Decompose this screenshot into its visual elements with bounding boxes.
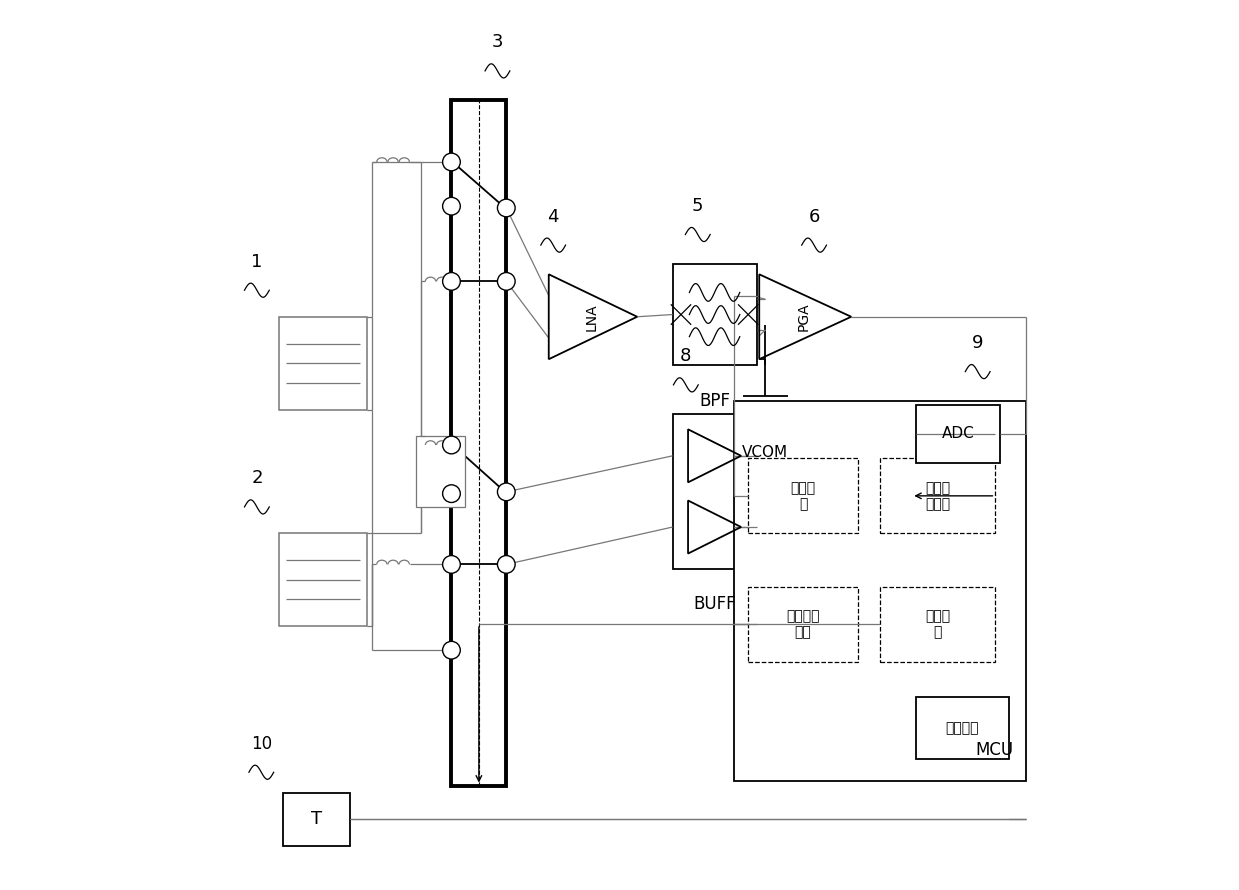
Circle shape (442, 642, 461, 659)
Bar (673, 414, 757, 569)
Bar (673, 263, 757, 366)
Circle shape (442, 436, 461, 454)
Text: 6: 6 (808, 207, 820, 226)
Text: 2: 2 (252, 469, 263, 488)
Text: 增益控
制: 增益控 制 (790, 481, 815, 511)
Bar (916, 405, 1000, 463)
Text: 收发切
换: 收发切 换 (926, 609, 950, 639)
Text: LNA: LNA (585, 303, 598, 330)
Circle shape (497, 483, 515, 501)
Text: ADC: ADC (942, 426, 974, 441)
Text: 1: 1 (252, 253, 263, 271)
Bar (279, 533, 368, 627)
Bar (881, 587, 995, 661)
Text: 5: 5 (693, 197, 704, 215)
Text: 激励信号
生成: 激励信号 生成 (787, 609, 820, 639)
Text: 3: 3 (492, 34, 503, 52)
Bar (748, 458, 859, 533)
Circle shape (442, 485, 461, 503)
Text: BPF: BPF (699, 392, 730, 410)
Bar (881, 458, 995, 533)
Text: 4: 4 (548, 207, 559, 226)
Text: 10: 10 (250, 735, 271, 753)
Text: T: T (311, 810, 322, 828)
Bar (735, 400, 1026, 781)
Text: BUFF: BUFF (694, 595, 736, 613)
Text: 9: 9 (971, 334, 984, 352)
Text: 温度读取: 温度读取 (945, 721, 979, 735)
Circle shape (497, 555, 515, 573)
Bar (748, 587, 859, 661)
Bar (279, 317, 368, 409)
Bar (451, 100, 507, 786)
Bar (916, 697, 1009, 759)
Text: PGA: PGA (797, 303, 810, 331)
Text: 8: 8 (680, 347, 691, 366)
Circle shape (442, 153, 461, 171)
Circle shape (497, 199, 515, 217)
Text: VCOM: VCOM (742, 445, 788, 460)
Circle shape (497, 272, 515, 290)
Circle shape (442, 272, 461, 290)
Text: MCU: MCU (975, 741, 1014, 759)
Bar (416, 436, 465, 507)
Bar (284, 793, 349, 846)
Text: 信号幅
值计算: 信号幅 值计算 (926, 481, 950, 511)
Circle shape (442, 555, 461, 573)
Circle shape (442, 198, 461, 215)
